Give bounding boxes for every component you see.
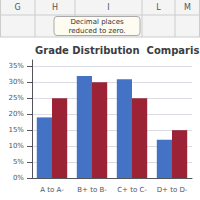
svg-text:H: H bbox=[52, 3, 58, 12]
svg-text:0%: 0% bbox=[13, 174, 24, 182]
svg-text:reduced to zero.: reduced to zero. bbox=[68, 27, 125, 35]
svg-text:20%: 20% bbox=[8, 110, 24, 118]
svg-text:A to A-: A to A- bbox=[40, 186, 64, 194]
svg-text:Grade Distribution Comparis: Grade Distribution Comparis bbox=[35, 45, 199, 56]
svg-text:D+ to D-: D+ to D- bbox=[157, 186, 188, 194]
svg-text:G: G bbox=[14, 3, 20, 12]
svg-text:B+ to B-: B+ to B- bbox=[77, 186, 107, 194]
svg-text:L: L bbox=[156, 3, 161, 12]
svg-text:I: I bbox=[107, 3, 109, 12]
svg-text:30%: 30% bbox=[8, 78, 24, 86]
svg-text:35%: 35% bbox=[8, 62, 24, 70]
svg-text:Decimal places: Decimal places bbox=[70, 18, 124, 26]
svg-text:10%: 10% bbox=[8, 142, 24, 150]
svg-text:15%: 15% bbox=[8, 126, 24, 134]
svg-text:M: M bbox=[184, 3, 191, 12]
svg-text:C+ to C-: C+ to C- bbox=[117, 186, 147, 194]
svg-text:25%: 25% bbox=[8, 94, 24, 102]
svg-text:5%: 5% bbox=[13, 158, 24, 166]
